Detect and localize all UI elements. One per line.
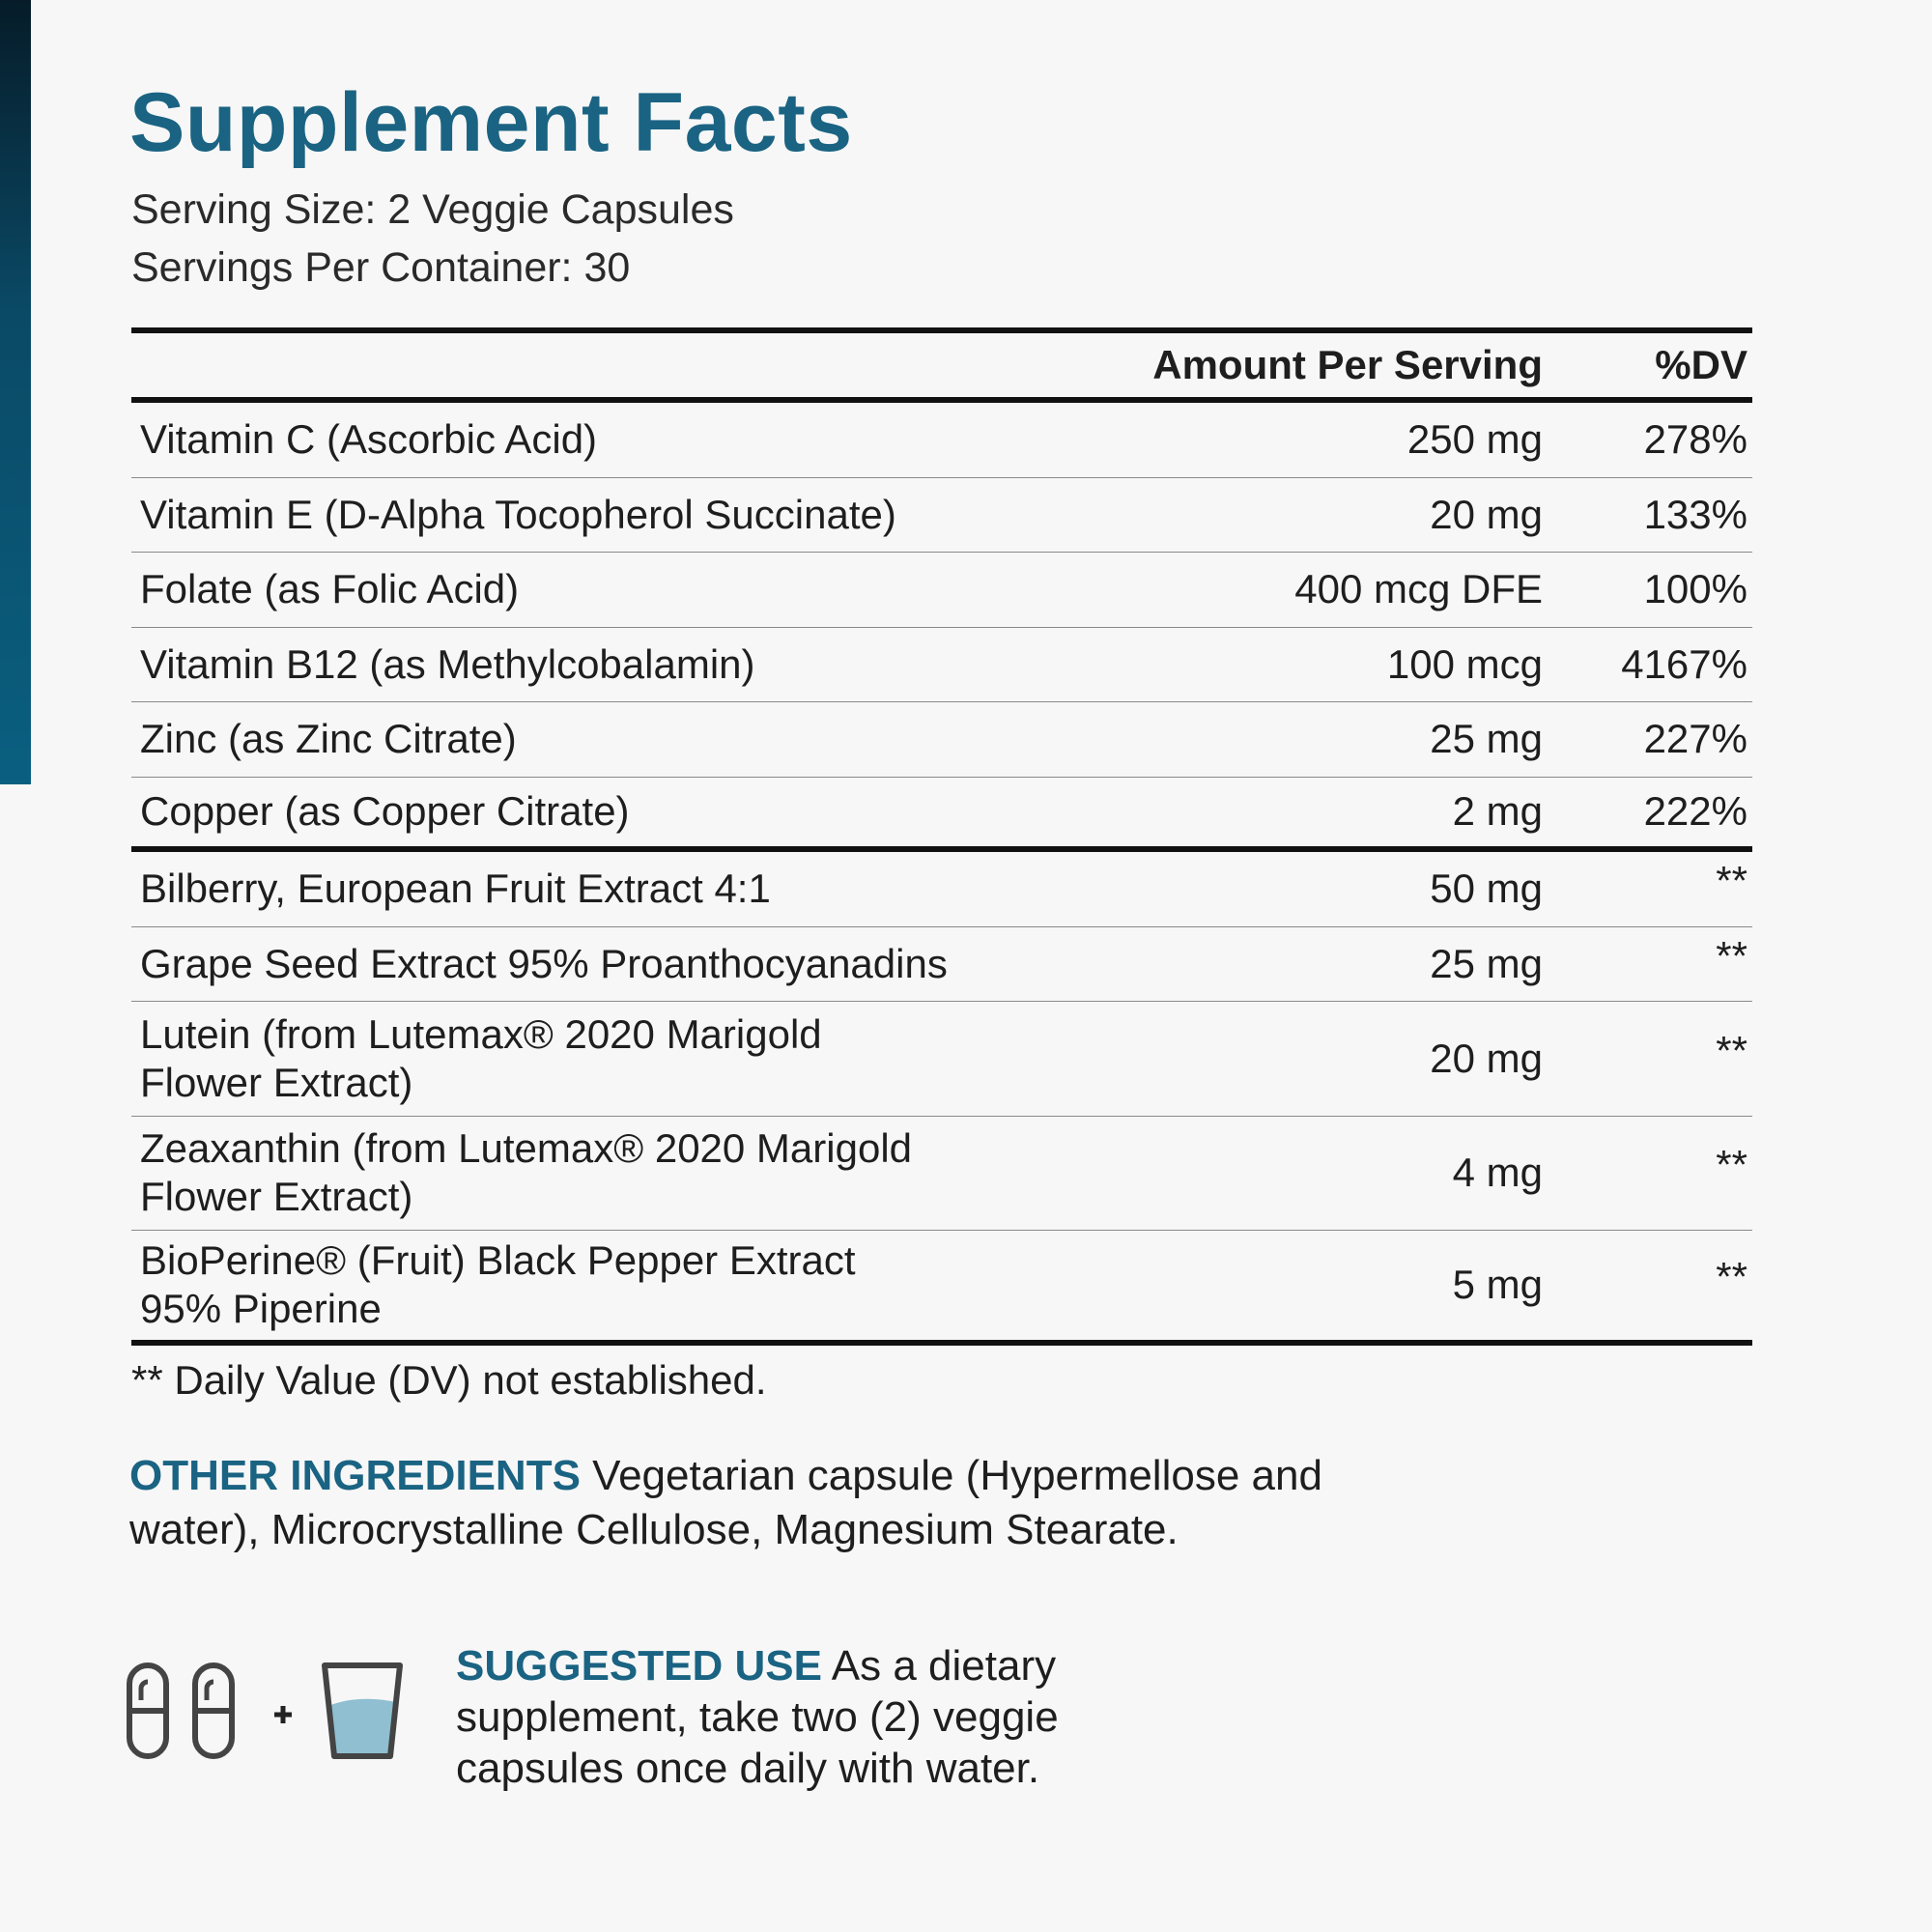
name-line: Copper (as Copper Citrate) (140, 788, 630, 835)
name-line: Bilberry, European Fruit Extract 4:1 (140, 866, 771, 912)
amount: 25 mg (1430, 716, 1543, 762)
ingredient-name: Grape Seed Extract 95% Proanthocyanadins (131, 940, 1060, 988)
ingredient-name: Folate (as Folic Acid) (131, 565, 1060, 613)
table-row: Lutein (from Lutemax® 2020 Marigold Flowe… (131, 1002, 1752, 1117)
label: OTHER INGREDIENTS (129, 1452, 581, 1499)
table-row: Zeaxanthin (from Lutemax® 2020 Marigold F… (131, 1117, 1752, 1231)
table-row: Grape Seed Extract 95% Proanthocyanadins… (131, 927, 1752, 1002)
amount: 250 mg (1406, 416, 1543, 463)
ingredient-name: Zinc (as Zinc Citrate) (131, 715, 1060, 763)
usage-icons (127, 1662, 403, 1759)
table-row: BioPerine® (Fruit) Black Pepper Extract 9… (131, 1231, 1752, 1346)
daily-value: ** (1716, 1027, 1747, 1073)
name-line: Lutein (from Lutemax® 2020 Marigold (140, 1010, 822, 1057)
daily-value: ** (1716, 1142, 1747, 1188)
amount: 4 mg (1452, 1150, 1543, 1196)
name-line: 95% Piperine (140, 1286, 382, 1332)
text: As a dietary supplement, take two (2) ve… (456, 1642, 1059, 1792)
amount: 400 mcg DFE (1294, 566, 1543, 612)
table-row: Vitamin E (D-Alpha Tocopherol Succinate)… (131, 478, 1752, 553)
daily-value: 222% (1643, 788, 1747, 835)
name-line: BioPerine® (Fruit) Black Pepper Extract (140, 1237, 856, 1284)
table-row: Bilberry, European Fruit Extract 4:1 50 m… (131, 852, 1752, 927)
ingredient-name: BioPerine® (Fruit) Black Pepper Extract 9… (131, 1236, 1060, 1333)
name-line: Flower Extract) (140, 1059, 413, 1105)
table-row: Folate (as Folic Acid) 400 mcg DFE 100% (131, 553, 1752, 628)
daily-value: 4167% (1621, 640, 1747, 687)
table-row: Vitamin B12 (as Methylcobalamin) 100 mcg 4… (131, 628, 1752, 702)
name-line: Zinc (as Zinc Citrate) (140, 716, 517, 762)
suggested-use: SUGGESTED USE As a dietary supplement, t… (456, 1640, 1113, 1794)
ingredient-name: Vitamin E (D-Alpha Tocopherol Succinate) (131, 491, 1060, 539)
title: Supplement Facts (129, 76, 853, 169)
table-header: Amount Per Serving %DV (131, 333, 1752, 403)
label: SUGGESTED USE (456, 1642, 822, 1690)
ingredient-name: Zeaxanthin (from Lutemax® 2020 Marigold F… (131, 1124, 1060, 1221)
table-row: Vitamin C (Ascorbic Acid) 250 mg 278% (131, 403, 1752, 478)
daily-value: ** (1716, 932, 1747, 979)
servings-per-container: Servings Per Container: 30 (131, 244, 631, 291)
daily-value: 100% (1643, 566, 1747, 612)
serving-size: Serving Size: 2 Veggie Capsules (131, 186, 734, 233)
table-row: Zinc (as Zinc Citrate) 25 mg 227% (131, 702, 1752, 778)
accent-bar (0, 0, 31, 784)
ingredient-name: Bilberry, European Fruit Extract 4:1 (131, 865, 1060, 913)
table-row: Copper (as Copper Citrate) 2 mg 222% (131, 778, 1752, 852)
facts-table: Amount Per Serving %DV Vitamin C (Ascorb… (131, 327, 1752, 1346)
ingredient-name: Copper (as Copper Citrate) (131, 787, 1060, 836)
amount: 20 mg (1430, 1035, 1543, 1081)
name-line: Grape Seed Extract 95% Proanthocyanadins (140, 940, 948, 986)
name-line: Folate (as Folic Acid) (140, 566, 520, 612)
column-header: Amount Per Serving (1152, 342, 1543, 387)
ingredient-name: Lutein (from Lutemax® 2020 Marigold Flowe… (131, 1010, 1060, 1107)
amount: 5 mg (1452, 1262, 1543, 1308)
daily-value: ** (1716, 858, 1747, 904)
other-ingredients: OTHER INGREDIENTS Vegetarian capsule (Hy… (129, 1449, 1414, 1557)
amount: 2 mg (1452, 788, 1543, 835)
name-line: Flower Extract) (140, 1174, 413, 1220)
name-line: Vitamin B12 (as Methylcobalamin) (140, 640, 755, 687)
daily-value: 133% (1643, 491, 1747, 537)
name-line: Vitamin C (Ascorbic Acid) (140, 416, 598, 463)
name-line: Zeaxanthin (from Lutemax® 2020 Marigold (140, 1125, 913, 1172)
amount: 25 mg (1430, 940, 1543, 986)
ingredient-name: Vitamin C (Ascorbic Acid) (131, 415, 1060, 464)
text: Vegetarian capsule (Hypermellose and wat… (129, 1452, 1322, 1553)
name-line: Vitamin E (D-Alpha Tocopherol Succinate) (140, 491, 896, 537)
column-header: %DV (1655, 342, 1747, 387)
ingredient-name: Vitamin B12 (as Methylcobalamin) (131, 640, 1060, 689)
footnote: ** Daily Value (DV) not established. (131, 1357, 767, 1403)
amount: 50 mg (1430, 866, 1543, 912)
amount: 100 mcg (1386, 640, 1543, 687)
daily-value: 227% (1643, 716, 1747, 762)
daily-value: ** (1716, 1254, 1747, 1300)
amount: 20 mg (1430, 491, 1543, 537)
daily-value: 278% (1643, 416, 1747, 463)
